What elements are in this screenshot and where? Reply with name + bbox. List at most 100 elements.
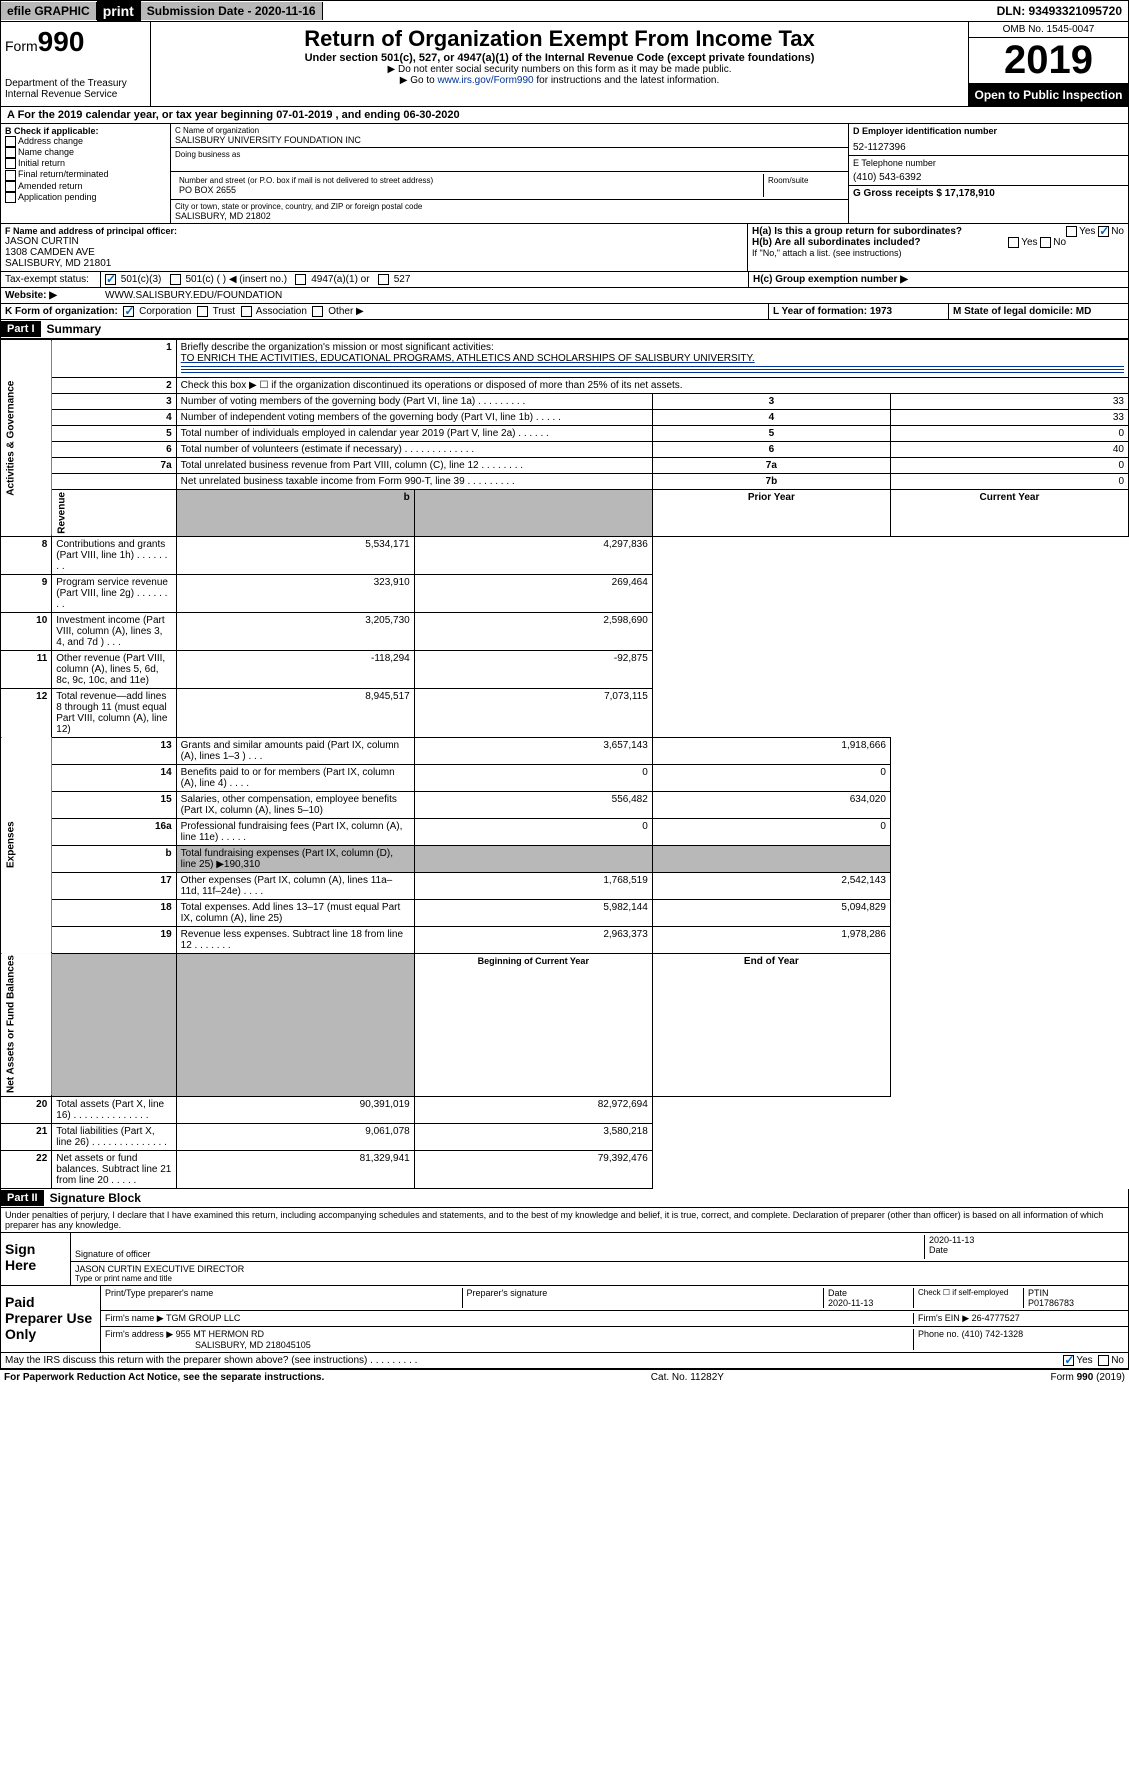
form-number: Form990 [5,26,146,58]
cb-final[interactable]: Final return/terminated [5,169,166,180]
cb-527[interactable] [378,274,389,285]
h-a: H(a) Is this a group return for subordin… [752,226,1124,237]
officer-addr2: SALISBURY, MD 21801 [5,258,743,269]
tax-period: A For the 2019 calendar year, or tax yea… [0,107,1129,124]
firm-ein-label: Firm's EIN ▶ [918,1313,969,1323]
phone-label: E Telephone number [853,158,1124,168]
side-net: Net Assets or Fund Balances [1,953,52,1096]
form-subtitle: Under section 501(c), 527, or 4947(a)(1)… [155,52,964,64]
firm-phone: (410) 742-1328 [962,1329,1024,1339]
cb-initial[interactable]: Initial return [5,158,166,169]
self-employed: Check ☐ if self-employed [914,1288,1024,1308]
side-revenue: Revenue [52,490,176,537]
k-row: K Form of organization: Corporation Trus… [0,304,1129,320]
org-name: SALISBURY UNIVERSITY FOUNDATION INC [175,135,844,145]
sign-date: 2020-11-13 [929,1235,1124,1245]
checkbox-column: B Check if applicable: Address change Na… [1,124,171,223]
print-name-label: Type or print name and title [75,1274,1124,1283]
q1-label: Briefly describe the organization's miss… [181,342,1124,353]
open-public: Open to Public Inspection [969,84,1128,106]
firm-label: Firm's name ▶ [105,1313,164,1323]
b-cell: b [176,490,414,537]
ptin-hdr: PTIN [1028,1288,1049,1298]
note-link: ▶ Go to www.irs.gov/Form990 for instruct… [155,75,964,86]
website-value: WWW.SALISBURY.EDU/FOUNDATION [101,288,286,303]
form-title: Return of Organization Exempt From Incom… [155,26,964,52]
org-address: PO BOX 2655 [179,185,759,195]
org-name-label: C Name of organization [175,126,844,135]
mission-text: TO ENRICH THE ACTIVITIES, EDUCATIONAL PR… [181,353,1124,364]
officer-addr1: 1308 CAMDEN AVE [5,247,743,258]
state-domicile: M State of legal domicile: MD [948,304,1128,319]
ein-label: D Employer identification number [853,126,1124,136]
discuss-yes[interactable] [1063,1355,1074,1366]
cb-trust[interactable] [197,306,208,317]
website-label: Website: ▶ [1,288,101,303]
sign-here-label: Sign Here [1,1233,71,1285]
status-label: Tax-exempt status: [1,272,101,287]
cb-other[interactable] [312,306,323,317]
beginning-hdr: Beginning of Current Year [414,953,652,1096]
cb-501c3[interactable] [105,274,116,285]
phone-value: (410) 543-6392 [853,172,1124,183]
paid-preparer-section: Paid Preparer Use Only Print/Type prepar… [0,1286,1129,1353]
tax-year: 2019 [969,38,1128,84]
prep-date-hdr: Date [828,1288,847,1298]
cb-pending[interactable]: Application pending [5,192,166,203]
officer-print-name: JASON CURTIN EXECUTIVE DIRECTOR [75,1264,1124,1274]
ein-value: 52-1127396 [853,142,1124,153]
print-button[interactable]: print [97,1,141,21]
part2-header: Part II Signature Block [0,1189,1129,1208]
cb-4947[interactable] [295,274,306,285]
form-header: Form990 Department of the Treasury Inter… [0,22,1129,107]
current-year-hdr: Current Year [890,490,1128,537]
submission-date: Submission Date - 2020-11-16 [141,2,323,20]
officer-name: JASON CURTIN [5,236,743,247]
paperwork-notice: For Paperwork Reduction Act Notice, see … [4,1372,324,1383]
prep-name-hdr: Print/Type preparer's name [105,1288,463,1308]
h-c: H(c) Group exemption number ▶ [748,272,1128,287]
dba-label: Doing business as [175,150,844,159]
cb-address[interactable]: Address change [5,136,166,147]
gross-receipts: G Gross receipts $ 17,178,910 [849,186,1128,201]
firm-addr-label: Firm's address ▶ [105,1329,173,1339]
q2: Check this box ▶ ☐ if the organization d… [176,378,1128,394]
cb-name[interactable]: Name change [5,147,166,158]
part1-header: Part I Summary [0,320,1129,339]
h-note: If "No," attach a list. (see instruction… [752,248,1124,258]
cb-corp[interactable] [123,306,134,317]
ptin-value: P01786783 [1028,1298,1074,1308]
officer-row: F Name and address of principal officer:… [0,224,1129,272]
cb-assoc[interactable] [241,306,252,317]
prep-date: 2020-11-13 [828,1298,873,1308]
city-label: City or town, state or province, country… [175,202,844,211]
addr-label: Number and street (or P.O. box if mail i… [179,176,759,185]
form-ref: Form 990 (2019) [1051,1372,1125,1383]
side-governance: Activities & Governance [1,340,52,537]
firm-addr1: 955 MT HERMON RD [176,1329,264,1339]
year-formation: L Year of formation: 1973 [768,304,948,319]
footer: For Paperwork Reduction Act Notice, see … [0,1369,1129,1385]
cb-amended[interactable]: Amended return [5,181,166,192]
department: Department of the Treasury Internal Reve… [5,78,146,100]
status-row: Tax-exempt status: 501(c)(3) 501(c) ( ) … [0,272,1129,288]
top-bar: efile GRAPHIC print Submission Date - 20… [0,0,1129,22]
summary-table: Activities & Governance 1 Briefly descri… [0,339,1129,1189]
irs-link[interactable]: www.irs.gov/Form990 [437,75,533,86]
org-city: SALISBURY, MD 21802 [175,211,844,221]
prep-sig-hdr: Preparer's signature [463,1288,825,1308]
sign-section: Sign Here Signature of officer 2020-11-1… [0,1233,1129,1286]
sig-officer-label: Signature of officer [75,1249,150,1259]
sign-date-label: Date [929,1245,948,1255]
paid-label: Paid Preparer Use Only [1,1286,101,1352]
firm-addr2: SALISBURY, MD 218045105 [195,1340,311,1350]
penalty-text: Under penalties of perjury, I declare th… [0,1208,1129,1233]
cb-501c[interactable] [170,274,181,285]
section-b: B Check if applicable: Address change Na… [0,124,1129,224]
website-row: Website: ▶ WWW.SALISBURY.EDU/FOUNDATION [0,288,1129,304]
discuss-no[interactable] [1098,1355,1109,1366]
officer-label: F Name and address of principal officer: [5,226,743,236]
firm-ein: 26-4777527 [972,1313,1020,1323]
efile-label: efile GRAPHIC [1,2,97,20]
discuss-row: May the IRS discuss this return with the… [0,1353,1129,1369]
